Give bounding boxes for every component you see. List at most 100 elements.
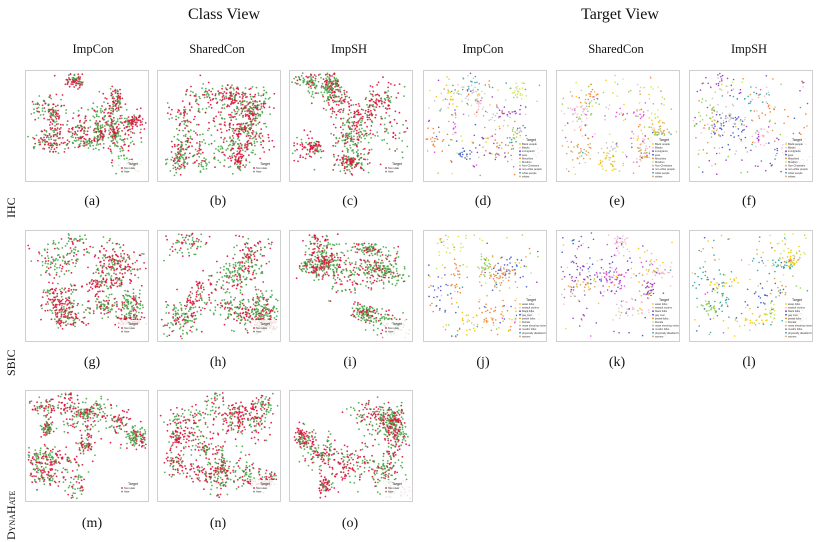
subcaption-n: (n) [209,516,227,531]
legend-entry: whites [788,174,796,178]
legend-entry: jewish folks [654,316,669,320]
legend-entry: Minorities [788,156,800,160]
legend-entry: jewish folks [787,316,802,320]
row-label-ihc: IHC [4,197,18,218]
legend-entry: immigrants [522,149,535,153]
column-title-class-impcon: ImpCon [72,42,114,56]
legend-entry: asian folks [522,302,535,306]
legend-entry: mass shooting victims [788,324,812,328]
legend-entry: jews [654,153,661,157]
legend-entry: jews [521,153,528,157]
legend-entry: Hate [124,490,130,494]
legend-entry: Black people [788,142,803,146]
subcaption-f: (f) [742,194,756,209]
legend-entry: assault victims [788,306,806,310]
legend-entry: Non-Hate [256,486,268,490]
legend-entry: Non-Hate [124,486,136,490]
scatter-points [291,72,409,176]
legend-entry: Minorities [522,156,534,160]
scatter-panel-g: Target Non-Hate Hate [25,230,149,342]
scatter-panel-o: Target Non-Hate Hate [289,390,413,502]
legend-entry: immigrants [788,149,801,153]
subcaption-m: (m) [81,516,103,531]
legend-title: Target [392,162,402,166]
legend-entry: Blacks [522,146,530,150]
legend-entry: Non-Christians [655,164,673,168]
scatter-panel-a: Target Non-Hate Hate [25,70,149,182]
legend-entry: white people [522,171,537,175]
legend-entry: Non-Hate [388,166,400,170]
legend-entry: whites [522,174,530,178]
row-label-sbic: SBIC [4,349,18,376]
legend-entry: gay men [522,314,533,317]
legend-entry: Hate [388,170,394,174]
legend-entry: Non-Hate [124,326,136,330]
legend-entry: Non-Hate [388,486,400,490]
legend-title: Target [392,482,402,486]
scatter-panel-e: Target Black people Blacks immigrants jews Mi… [556,70,680,182]
legend-entry: mass shooting victims [655,324,679,328]
legend-entry: Muslims [655,160,665,164]
legend-title: Target [526,298,536,302]
scatter-points [27,392,147,500]
subcaption-d: (d) [474,194,492,209]
legend-entry: white people [655,171,670,175]
subcaption-h: (h) [209,355,227,370]
legend-entry: white people [788,171,803,175]
legend-entry: mass shooting victims [522,324,546,328]
legend-entry: non-white people [788,167,808,171]
subcaption-o: (o) [341,516,359,531]
scatter-panel-k: Target asian folks assault victims black fo… [556,230,680,342]
legend-entry: assault victims [655,306,673,310]
legend-entry: non-white people [655,167,675,171]
legend-entry: whites [655,174,663,178]
legend-entry: Non-Hate [256,326,268,330]
legend-entry: muslim folks [788,327,803,331]
legend-entry: Hate [256,490,262,494]
legend-entry: physically disabled folks [522,331,546,335]
subcaption-k: (k) [608,355,626,370]
column-title-target-sharedcon: SharedCon [588,42,644,56]
legend-title: Target [260,162,270,166]
legend-entry: Non-Hate [388,326,400,330]
column-title-target-impsh: ImpSH [730,42,768,56]
scatter-panel-b: Target Non-Hate Hate [157,70,281,182]
scatter-points [27,73,147,175]
class-view-title: Class View [187,6,261,23]
scatter-panel-d: Target Black people Blacks immigrants jews Mi… [423,70,547,182]
column-title-class-sharedcon: SharedCon [189,42,245,56]
legend-title: Target [128,162,138,166]
legend-title: Target [260,322,270,326]
scatter-panel-j: Target asian folks assault victims black fo… [423,230,547,342]
legend-title: Target [659,298,669,302]
legend-entry: assault victims [522,306,540,310]
legend-entry: gay men [788,314,799,317]
scatter-panel-n: Target Non-Hate Hate [157,390,281,502]
subcaption-e: (e) [609,194,625,209]
legend-entry: muslim folks [522,327,537,331]
subcaption-b: (b) [209,194,227,209]
legend-entry: immigrants [655,149,668,153]
subcaption-c: (c) [342,194,358,209]
legend-entry: asian folks [655,302,668,306]
scatter-points [165,74,276,177]
subcaption-j: (j) [476,355,490,370]
legend-entry: women [655,335,664,338]
column-title-target-impcon: ImpCon [462,42,504,56]
legend-title: Target [128,322,138,326]
